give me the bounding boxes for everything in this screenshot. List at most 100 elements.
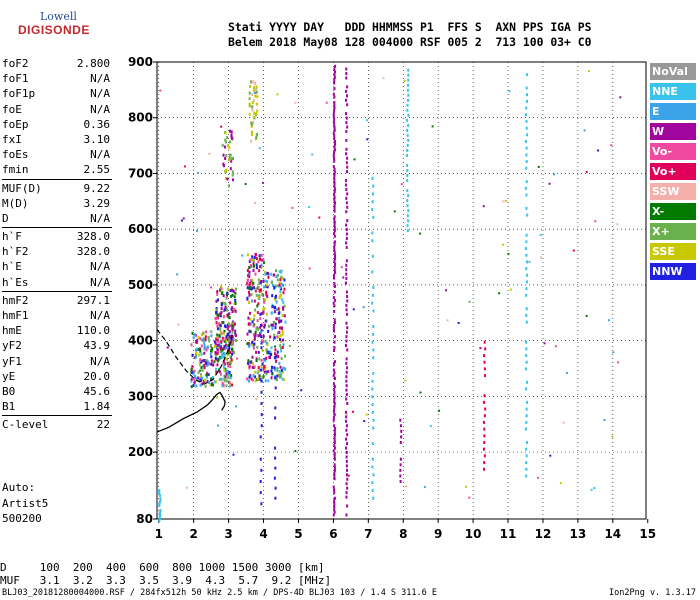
param-value: N/A (90, 354, 110, 368)
echo-point (261, 349, 264, 353)
autoscaling-info: Auto: Artist5 500200 (2, 480, 48, 527)
echo-point (333, 290, 336, 294)
echo-point (227, 332, 230, 336)
echo-point (196, 339, 199, 343)
echo-point (252, 332, 255, 336)
echo-point (223, 145, 226, 149)
echo-point (230, 358, 233, 362)
echo-point (216, 327, 219, 331)
echo-point (399, 440, 402, 444)
echo-point (318, 216, 321, 219)
echo-point (194, 333, 197, 337)
echo-point (217, 322, 220, 326)
echo-point (231, 330, 234, 334)
echo-point (206, 379, 209, 383)
echo-point (257, 260, 260, 264)
echo-point (334, 257, 337, 261)
echo-point (227, 370, 230, 374)
echo-point (269, 352, 272, 356)
echo-point (333, 251, 336, 255)
echo-point (345, 482, 348, 486)
echo-point (332, 153, 335, 157)
echo-point (525, 193, 528, 197)
echo-point (244, 183, 247, 186)
echo-point (334, 64, 337, 68)
echo-point (228, 331, 231, 335)
echo-point (279, 338, 282, 342)
echo-point (333, 190, 336, 194)
echo-point (252, 286, 255, 290)
echo-point (252, 269, 255, 273)
echo-point (525, 454, 528, 458)
echo-point (333, 401, 336, 405)
x-tick-label: 13 (570, 527, 587, 541)
param-row: D N/A (2, 211, 110, 226)
echo-point (525, 447, 528, 451)
echo-point (525, 354, 528, 358)
echo-point (158, 493, 161, 497)
echo-point (204, 335, 207, 339)
echo-point (214, 353, 217, 357)
echo-point (594, 220, 597, 223)
echo-point (220, 355, 223, 359)
echo-point (228, 316, 231, 320)
auto-program: Artist5 (2, 496, 49, 510)
echo-point (221, 381, 224, 385)
echo-point (281, 346, 284, 350)
param-value: N/A (90, 72, 110, 86)
echo-point (246, 332, 249, 336)
echo-point (250, 121, 253, 125)
echo-point (280, 319, 283, 323)
echo-point (333, 101, 336, 105)
echo-point (226, 294, 229, 298)
echo-point (345, 241, 348, 245)
echo-point (333, 502, 336, 506)
echo-point (265, 312, 268, 316)
echo-point (406, 204, 409, 208)
echo-point (333, 229, 336, 233)
echo-point (501, 243, 504, 246)
echo-point (277, 319, 280, 323)
echo-point (269, 335, 272, 339)
echo-point (216, 357, 219, 361)
echo-point (225, 384, 228, 388)
echo-point (199, 376, 202, 380)
echo-point (279, 365, 282, 369)
x-mode-trace (156, 329, 233, 385)
param-value: 328.0 (76, 230, 110, 244)
echo-point (482, 447, 485, 451)
echo-point (228, 146, 231, 150)
echo-point (227, 351, 230, 355)
echo-point (230, 340, 233, 344)
echo-point (272, 320, 275, 324)
echo-point (253, 365, 256, 369)
echo-point (203, 366, 206, 370)
echo-point (294, 101, 297, 104)
echo-point (345, 232, 348, 236)
echo-point (251, 355, 254, 359)
echo-point (253, 111, 256, 115)
echo-point (259, 491, 262, 495)
echo-point (333, 126, 336, 130)
echo-point (217, 313, 220, 317)
echo-point (345, 116, 348, 120)
echo-point (372, 496, 375, 500)
param-row: fmin 2.55 (2, 162, 110, 177)
echo-point (468, 300, 471, 303)
echo-point (334, 321, 337, 325)
echo-point (199, 337, 202, 341)
echo-point (190, 379, 193, 383)
echo-point (229, 366, 232, 369)
param-value: 297.1 (76, 293, 110, 307)
echo-point (158, 500, 161, 504)
echo-point (259, 323, 262, 327)
echo-point (345, 370, 348, 374)
echo-point (283, 378, 286, 382)
echo-point (431, 125, 434, 128)
echo-point (366, 138, 369, 141)
echo-point (275, 300, 278, 304)
echo-point (346, 125, 349, 129)
echo-point (345, 201, 348, 205)
echo-point (252, 261, 255, 265)
echo-point (284, 320, 287, 324)
